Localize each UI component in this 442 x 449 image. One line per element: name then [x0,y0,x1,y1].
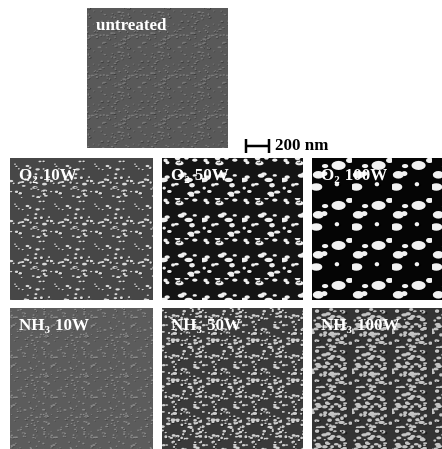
label-sub: 3 [197,324,203,336]
figure: 200 nm untreatedO210WO250WO2100WNH310WNH… [0,0,442,449]
label-main: NH [171,315,197,334]
label-main: NH [321,315,347,334]
label-main: O [171,165,184,184]
label-rest: 10W [43,165,77,184]
label-rest: 100W [357,315,400,334]
label-rest: 10W [55,315,89,334]
sem-image: NH3 100W [312,308,442,449]
label-sub: 2 [334,174,340,186]
sem-image: O2 100W [312,158,442,300]
label-main: O [321,165,334,184]
label-sub: 2 [32,174,38,186]
sem-image: NH3 10W [10,308,153,449]
panel-label: NH3 100W [321,315,400,336]
panel-label: NH3 50W [171,315,241,336]
label-sub: 3 [45,324,51,336]
label-sub: 2 [184,174,190,186]
sem-image: untreated [87,8,228,148]
panel-label: untreated [96,15,167,35]
label-rest: 100W [345,165,388,184]
label-rest: 50W [195,165,229,184]
sem-image: O2 50W [162,158,303,300]
label-rest: 50W [207,315,241,334]
sem-image: NH3 50W [162,308,303,449]
label-main: O [19,165,32,184]
sem-image: O2 10W [10,158,153,300]
scale-label: 200 nm [275,135,328,155]
panel-label: O2 100W [321,165,387,186]
panel-label: O2 10W [19,165,77,186]
panel-label: O2 50W [171,165,229,186]
panel-label: NH3 10W [19,315,89,336]
label-main: untreated [96,15,167,34]
label-sub: 3 [347,324,353,336]
label-main: NH [19,315,45,334]
